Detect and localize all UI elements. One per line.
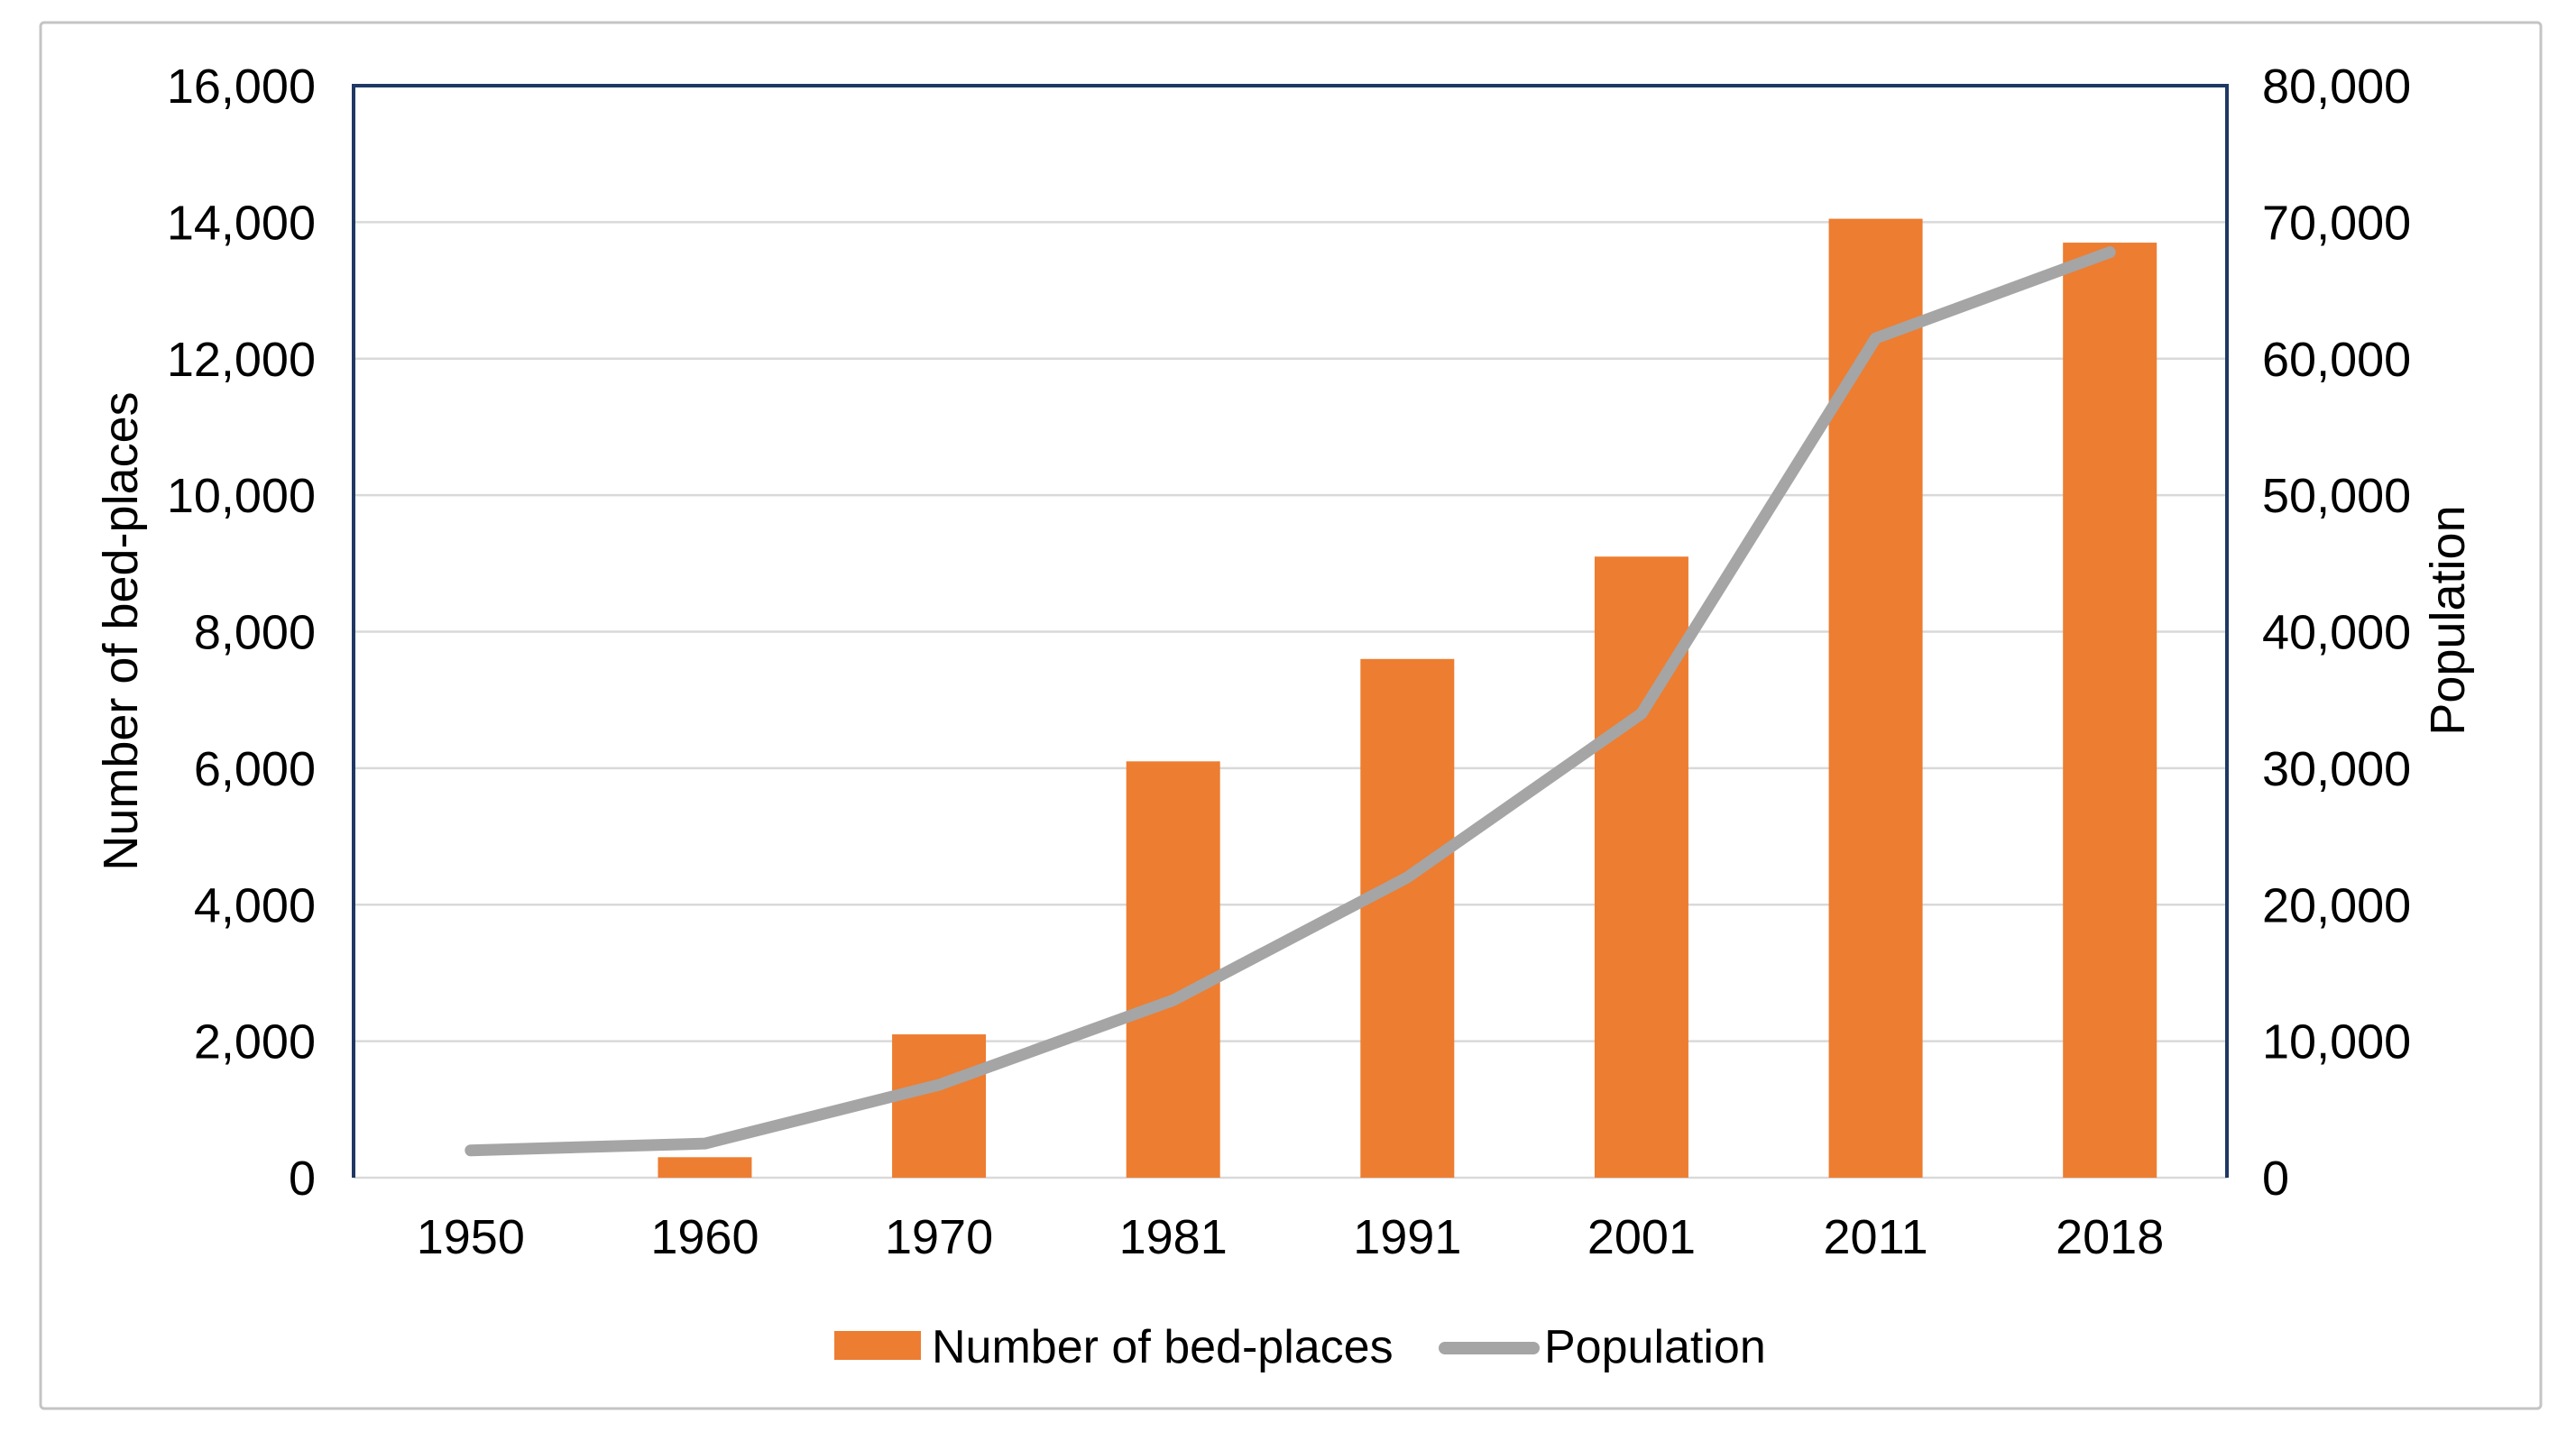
left-axis-tick-label: 10,000: [167, 469, 316, 523]
bar-1981: [1126, 761, 1220, 1178]
figure-outer-border: [39, 21, 2543, 1410]
right-axis-tick-label: 70,000: [2262, 196, 2411, 250]
x-axis-category-label: 1960: [650, 1210, 759, 1264]
left-axis-tick-label: 0: [289, 1152, 316, 1206]
right-axis-tick-label: 10,000: [2262, 1015, 2411, 1069]
x-axis-category-label: 1991: [1353, 1210, 1461, 1264]
right-axis-tick-label: 0: [2262, 1152, 2289, 1206]
left-axis-tick-label: 16,000: [167, 60, 316, 114]
right-axis-title: Population: [2421, 505, 2475, 735]
bar-2018: [2063, 243, 2157, 1178]
legend-label-bed-places: Number of bed-places: [932, 1321, 1394, 1373]
bar-1960: [658, 1157, 752, 1178]
population-line: [465, 246, 2116, 1157]
left-axis-title: Number of bed-places: [94, 391, 148, 870]
left-axis-tick-label: 12,000: [167, 333, 316, 387]
bar-2001: [1594, 556, 1688, 1178]
x-axis-category-label: 2018: [2056, 1210, 2164, 1264]
left-axis-tick-label: 8,000: [194, 606, 316, 660]
x-axis-category-label: 2011: [1824, 1210, 1928, 1264]
legend-label-population: Population: [1544, 1321, 1766, 1373]
x-axis-category-label: 1981: [1119, 1210, 1228, 1264]
right-axis-tick-label: 50,000: [2262, 469, 2411, 523]
bar-1970: [892, 1034, 987, 1178]
left-axis-tick-label: 4,000: [194, 878, 316, 932]
left-axis-tick-label: 6,000: [194, 742, 316, 796]
left-axis-tick-label: 2,000: [194, 1015, 316, 1069]
x-axis-category-label: 1950: [417, 1210, 525, 1264]
legend-bar-swatch: [834, 1331, 921, 1360]
plot-border: [352, 84, 2229, 1178]
right-axis-tick-label: 40,000: [2262, 606, 2411, 660]
x-axis-category-label: 1970: [885, 1210, 993, 1264]
bar-2011: [1828, 218, 1923, 1179]
bar-1991: [1360, 658, 1455, 1178]
right-axis-tick-label: 80,000: [2262, 60, 2411, 114]
right-axis-tick-label: 20,000: [2262, 878, 2411, 932]
x-axis-category-label: 2001: [1587, 1210, 1696, 1264]
right-axis-tick-label: 30,000: [2262, 742, 2411, 796]
right-axis-tick-label: 60,000: [2262, 333, 2411, 387]
left-axis-tick-label: 14,000: [167, 196, 316, 250]
